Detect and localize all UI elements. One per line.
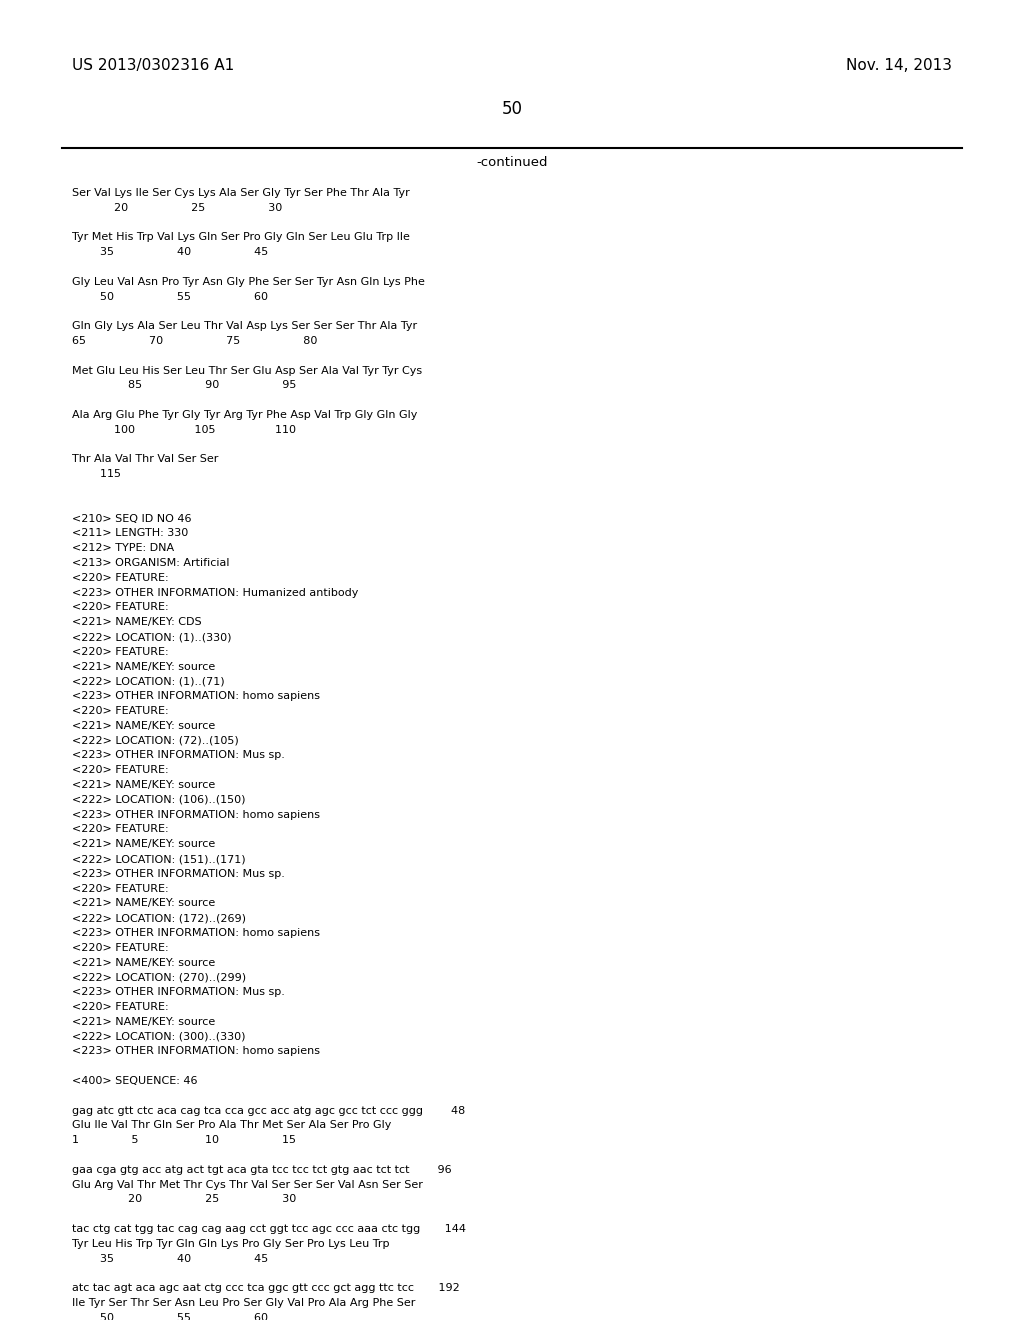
Text: <220> FEATURE:: <220> FEATURE: xyxy=(72,602,169,612)
Text: <211> LENGTH: 330: <211> LENGTH: 330 xyxy=(72,528,188,539)
Text: <222> LOCATION: (151)..(171): <222> LOCATION: (151)..(171) xyxy=(72,854,246,865)
Text: 35                  40                  45: 35 40 45 xyxy=(72,1254,268,1263)
Text: <220> FEATURE:: <220> FEATURE: xyxy=(72,942,169,953)
Text: <222> LOCATION: (72)..(105): <222> LOCATION: (72)..(105) xyxy=(72,735,239,746)
Text: <221> NAME/KEY: CDS: <221> NAME/KEY: CDS xyxy=(72,618,202,627)
Text: 50: 50 xyxy=(502,100,522,117)
Text: tac ctg cat tgg tac cag cag aag cct ggt tcc agc ccc aaa ctc tgg       144: tac ctg cat tgg tac cag cag aag cct ggt … xyxy=(72,1224,466,1234)
Text: gaa cga gtg acc atg act tgt aca gta tcc tcc tct gtg aac tct tct        96: gaa cga gtg acc atg act tgt aca gta tcc … xyxy=(72,1164,452,1175)
Text: 85                  90                  95: 85 90 95 xyxy=(72,380,296,391)
Text: <223> OTHER INFORMATION: Humanized antibody: <223> OTHER INFORMATION: Humanized antib… xyxy=(72,587,358,598)
Text: <222> LOCATION: (1)..(71): <222> LOCATION: (1)..(71) xyxy=(72,676,224,686)
Text: <221> NAME/KEY: source: <221> NAME/KEY: source xyxy=(72,957,215,968)
Text: 100                 105                 110: 100 105 110 xyxy=(72,425,296,434)
Text: Ala Arg Glu Phe Tyr Gly Tyr Arg Tyr Phe Asp Val Trp Gly Gln Gly: Ala Arg Glu Phe Tyr Gly Tyr Arg Tyr Phe … xyxy=(72,411,418,420)
Text: 20                  25                  30: 20 25 30 xyxy=(72,1195,296,1204)
Text: Glu Arg Val Thr Met Thr Cys Thr Val Ser Ser Ser Val Asn Ser Ser: Glu Arg Val Thr Met Thr Cys Thr Val Ser … xyxy=(72,1180,423,1189)
Text: <220> FEATURE:: <220> FEATURE: xyxy=(72,573,169,583)
Text: <223> OTHER INFORMATION: homo sapiens: <223> OTHER INFORMATION: homo sapiens xyxy=(72,1047,319,1056)
Text: <223> OTHER INFORMATION: Mus sp.: <223> OTHER INFORMATION: Mus sp. xyxy=(72,869,285,879)
Text: <221> NAME/KEY: source: <221> NAME/KEY: source xyxy=(72,1016,215,1027)
Text: atc tac agt aca agc aat ctg ccc tca ggc gtt ccc gct agg ttc tcc       192: atc tac agt aca agc aat ctg ccc tca ggc … xyxy=(72,1283,460,1294)
Text: Ser Val Lys Ile Ser Cys Lys Ala Ser Gly Tyr Ser Phe Thr Ala Tyr: Ser Val Lys Ile Ser Cys Lys Ala Ser Gly … xyxy=(72,187,410,198)
Text: <223> OTHER INFORMATION: Mus sp.: <223> OTHER INFORMATION: Mus sp. xyxy=(72,987,285,997)
Text: <220> FEATURE:: <220> FEATURE: xyxy=(72,825,169,834)
Text: <210> SEQ ID NO 46: <210> SEQ ID NO 46 xyxy=(72,513,191,524)
Text: <222> LOCATION: (270)..(299): <222> LOCATION: (270)..(299) xyxy=(72,973,246,982)
Text: <223> OTHER INFORMATION: homo sapiens: <223> OTHER INFORMATION: homo sapiens xyxy=(72,692,319,701)
Text: <222> LOCATION: (172)..(269): <222> LOCATION: (172)..(269) xyxy=(72,913,246,923)
Text: gag atc gtt ctc aca cag tca cca gcc acc atg agc gcc tct ccc ggg        48: gag atc gtt ctc aca cag tca cca gcc acc … xyxy=(72,1106,465,1115)
Text: <221> NAME/KEY: source: <221> NAME/KEY: source xyxy=(72,780,215,789)
Text: <220> FEATURE:: <220> FEATURE: xyxy=(72,883,169,894)
Text: Met Glu Leu His Ser Leu Thr Ser Glu Asp Ser Ala Val Tyr Tyr Cys: Met Glu Leu His Ser Leu Thr Ser Glu Asp … xyxy=(72,366,422,376)
Text: <220> FEATURE:: <220> FEATURE: xyxy=(72,706,169,715)
Text: 115: 115 xyxy=(72,469,121,479)
Text: 1               5                   10                  15: 1 5 10 15 xyxy=(72,1135,296,1146)
Text: Glu Ile Val Thr Gln Ser Pro Ala Thr Met Ser Ala Ser Pro Gly: Glu Ile Val Thr Gln Ser Pro Ala Thr Met … xyxy=(72,1121,391,1130)
Text: <222> LOCATION: (1)..(330): <222> LOCATION: (1)..(330) xyxy=(72,632,231,642)
Text: 50                  55                  60: 50 55 60 xyxy=(72,292,268,301)
Text: <220> FEATURE:: <220> FEATURE: xyxy=(72,1002,169,1012)
Text: -continued: -continued xyxy=(476,156,548,169)
Text: 50                  55                  60: 50 55 60 xyxy=(72,1313,268,1320)
Text: Gln Gly Lys Ala Ser Leu Thr Val Asp Lys Ser Ser Ser Thr Ala Tyr: Gln Gly Lys Ala Ser Leu Thr Val Asp Lys … xyxy=(72,321,417,331)
Text: <222> LOCATION: (300)..(330): <222> LOCATION: (300)..(330) xyxy=(72,1032,246,1041)
Text: <221> NAME/KEY: source: <221> NAME/KEY: source xyxy=(72,840,215,849)
Text: <221> NAME/KEY: source: <221> NAME/KEY: source xyxy=(72,661,215,672)
Text: US 2013/0302316 A1: US 2013/0302316 A1 xyxy=(72,58,234,73)
Text: <212> TYPE: DNA: <212> TYPE: DNA xyxy=(72,544,174,553)
Text: Gly Leu Val Asn Pro Tyr Asn Gly Phe Ser Ser Tyr Asn Gln Lys Phe: Gly Leu Val Asn Pro Tyr Asn Gly Phe Ser … xyxy=(72,277,425,286)
Text: 65                  70                  75                  80: 65 70 75 80 xyxy=(72,337,317,346)
Text: <220> FEATURE:: <220> FEATURE: xyxy=(72,766,169,775)
Text: Ile Tyr Ser Thr Ser Asn Leu Pro Ser Gly Val Pro Ala Arg Phe Ser: Ile Tyr Ser Thr Ser Asn Leu Pro Ser Gly … xyxy=(72,1298,416,1308)
Text: <222> LOCATION: (106)..(150): <222> LOCATION: (106)..(150) xyxy=(72,795,246,805)
Text: Thr Ala Val Thr Val Ser Ser: Thr Ala Val Thr Val Ser Ser xyxy=(72,454,218,465)
Text: <223> OTHER INFORMATION: homo sapiens: <223> OTHER INFORMATION: homo sapiens xyxy=(72,928,319,939)
Text: Tyr Met His Trp Val Lys Gln Ser Pro Gly Gln Ser Leu Glu Trp Ile: Tyr Met His Trp Val Lys Gln Ser Pro Gly … xyxy=(72,232,410,243)
Text: <223> OTHER INFORMATION: homo sapiens: <223> OTHER INFORMATION: homo sapiens xyxy=(72,809,319,820)
Text: Nov. 14, 2013: Nov. 14, 2013 xyxy=(846,58,952,73)
Text: 35                  40                  45: 35 40 45 xyxy=(72,247,268,257)
Text: 20                  25                  30: 20 25 30 xyxy=(72,203,283,213)
Text: <223> OTHER INFORMATION: Mus sp.: <223> OTHER INFORMATION: Mus sp. xyxy=(72,750,285,760)
Text: <221> NAME/KEY: source: <221> NAME/KEY: source xyxy=(72,721,215,731)
Text: <221> NAME/KEY: source: <221> NAME/KEY: source xyxy=(72,899,215,908)
Text: Tyr Leu His Trp Tyr Gln Gln Lys Pro Gly Ser Pro Lys Leu Trp: Tyr Leu His Trp Tyr Gln Gln Lys Pro Gly … xyxy=(72,1238,389,1249)
Text: <220> FEATURE:: <220> FEATURE: xyxy=(72,647,169,657)
Text: <400> SEQUENCE: 46: <400> SEQUENCE: 46 xyxy=(72,1076,198,1086)
Text: <213> ORGANISM: Artificial: <213> ORGANISM: Artificial xyxy=(72,558,229,568)
